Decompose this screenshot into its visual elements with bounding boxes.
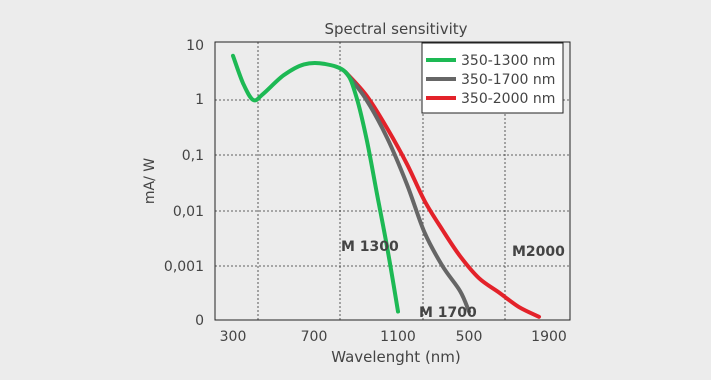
annotation-m1700: M 1700	[419, 305, 477, 321]
series-line-2	[343, 70, 541, 319]
legend-label: 350-2000 nm	[461, 91, 555, 107]
x-tick-label: 500	[456, 329, 483, 345]
x-axis-label: Wavelenght (nm)	[331, 348, 461, 366]
y-axis-label: mA/ W	[142, 158, 158, 204]
x-tick-label: 300	[220, 329, 247, 345]
legend-label: 350-1300 nm	[461, 53, 555, 69]
y-tick-label: 0,001	[164, 259, 204, 275]
annotation-m1300: M 1300	[341, 239, 399, 255]
y-tick-label: 1	[195, 92, 204, 108]
chart-title: Spectral sensitivity	[324, 20, 467, 38]
y-tick-label: 10	[186, 38, 204, 54]
series-layer	[231, 53, 541, 319]
grid	[215, 42, 570, 320]
y-tick-label: 0	[195, 313, 204, 329]
series-line-0	[231, 53, 400, 314]
annotation-m2000: M2000	[512, 244, 565, 260]
x-tick-label: 700	[301, 329, 328, 345]
legend-label: 350-1700 nm	[461, 72, 555, 88]
x-tick-label: 1900	[531, 329, 567, 345]
y-tick-label: 0,01	[173, 204, 204, 220]
x-tick-label: 1100	[380, 329, 416, 345]
plot-frame	[214, 41, 571, 321]
y-tick-label: 0,1	[182, 148, 204, 164]
series-line-1	[343, 70, 471, 314]
legend: 350-1300 nm 350-1700 nm 350-2000 nm	[421, 42, 564, 114]
